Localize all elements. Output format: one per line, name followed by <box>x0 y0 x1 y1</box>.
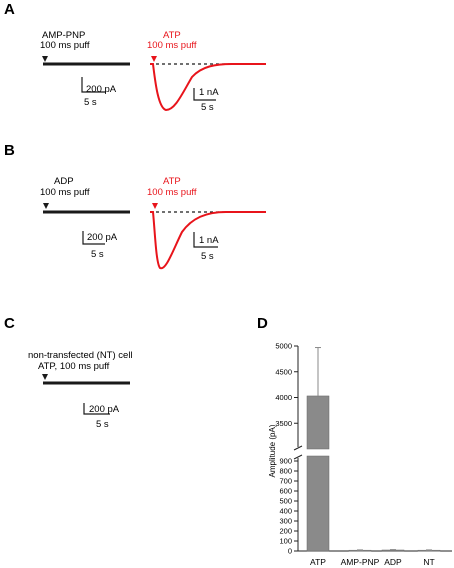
b-left-puff-arrow-icon <box>43 203 49 209</box>
y-tick-label: 500 <box>279 497 292 506</box>
b-left-scale-x-label: 5 s <box>91 249 104 260</box>
b-right-scale-y-label: 1 nA <box>199 235 219 246</box>
y-tick-label: 4000 <box>275 393 292 402</box>
panel-label-a: A <box>4 1 15 18</box>
y-tick-label: 200 <box>279 527 292 536</box>
y-tick-label: 400 <box>279 507 292 516</box>
panel-label-c: C <box>4 315 15 332</box>
bar-atp-upper <box>306 395 330 450</box>
a-left-scale-bar <box>81 77 106 93</box>
c-puff-arrow-icon <box>42 374 48 380</box>
panel-label-b: B <box>4 142 15 159</box>
a-right-puff-arrow-icon <box>151 56 157 62</box>
a-right-scale-bar <box>193 88 216 101</box>
a-right-scale-y-label: 1 nA <box>199 87 219 98</box>
b-left-puff-label: 100 ms puff <box>40 187 90 198</box>
b-right-puff-arrow-icon <box>152 203 158 209</box>
y-tick-label: 3500 <box>275 419 292 428</box>
c-cell-label: non-transfected (NT) cell <box>28 350 133 361</box>
a-left-agent-label: AMP-PNP <box>42 30 85 41</box>
a-right-scale-x-label: 5 s <box>201 102 214 113</box>
b-right-agent-label: ATP <box>163 176 181 187</box>
y-tick-label: 700 <box>279 477 292 486</box>
bar-adp <box>381 549 405 552</box>
b-right-puff-label: 100 ms puff <box>147 187 197 198</box>
a-left-puff-label: 100 ms puff <box>40 40 90 51</box>
b-left-scale-bar <box>82 231 105 245</box>
c-puff-label: ATP, 100 ms puff <box>38 361 110 372</box>
a-right-agent-label: ATP <box>163 30 181 41</box>
b-right-scale-bar <box>193 232 218 248</box>
b-left-agent-label: ADP <box>54 176 74 187</box>
y-tick-label: 300 <box>279 517 292 526</box>
bar-atp-lower <box>306 455 330 552</box>
a-right-atp-current-trace <box>150 63 266 112</box>
y-tick-label: 0 <box>288 547 292 556</box>
y-tick-label: 600 <box>279 487 292 496</box>
y-tick-label: 100 <box>279 537 292 546</box>
a-left-scale-y-label: 200 pA <box>86 84 117 95</box>
y-tick-label: 800 <box>279 467 292 476</box>
c-scale-y-label: 200 pA <box>89 404 120 415</box>
y-tick-label: 900 <box>279 457 292 466</box>
y-tick-label: 4500 <box>275 367 292 376</box>
a-right-puff-label: 100 ms puff <box>147 40 197 51</box>
b-right-atp-current-trace <box>150 211 266 270</box>
x-category-label: NT <box>423 557 434 567</box>
y-tick-label: 5000 <box>275 342 292 351</box>
panel-label-d: D <box>257 315 268 332</box>
a-left-scale-x-label: 5 s <box>84 97 97 108</box>
b-left-scale-y-label: 200 pA <box>87 232 118 243</box>
c-scale-bar <box>83 403 110 415</box>
x-category-label: ADP <box>384 557 402 567</box>
a-left-puff-arrow-icon <box>42 56 48 62</box>
x-category-label: ATP <box>310 557 326 567</box>
x-category-label: AMP-PNP <box>341 557 380 567</box>
axis-break-mark <box>293 454 303 460</box>
b-right-scale-x-label: 5 s <box>201 251 214 262</box>
y-axis-title: Amplitude (pA) <box>268 424 277 477</box>
axis-break-mark <box>293 445 303 451</box>
c-scale-x-label: 5 s <box>96 419 109 430</box>
